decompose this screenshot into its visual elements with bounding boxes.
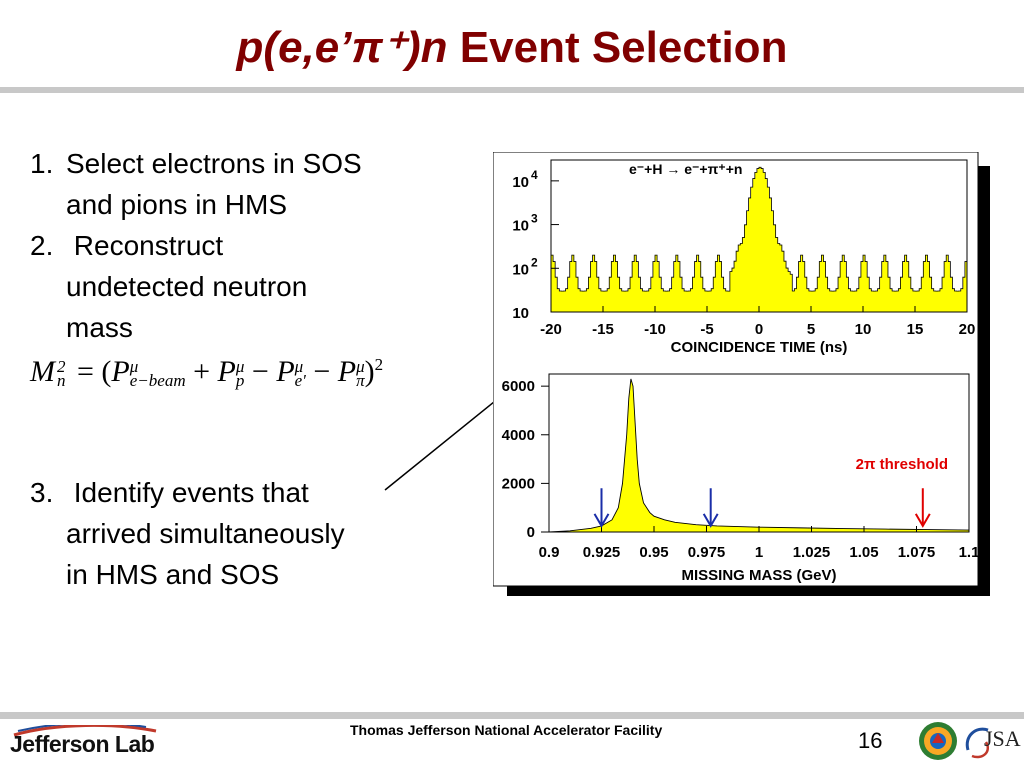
- step-2-text: Reconstruct undetected neutron mass: [66, 230, 308, 343]
- plot1-x-tick-label: -5: [700, 321, 713, 338]
- plot1-y-tick-exp: 4: [531, 168, 538, 182]
- plot2-x-tick-label: 1.1: [959, 544, 980, 561]
- slide-title: p(e,e’π⁺)n Event Selection: [0, 22, 1024, 73]
- plot2-x-tick-label: 0.9: [539, 544, 560, 561]
- plot2-x-axis-label: MISSING MASS (GeV): [681, 567, 836, 584]
- plot2-y-tick-label: 2000: [502, 475, 535, 492]
- plot1-x-axis-label: COINCIDENCE TIME (ns): [671, 339, 848, 356]
- marker-arrow-head: [914, 513, 931, 528]
- plot1-x-tick-label: 5: [807, 321, 815, 338]
- doe-seal-icon: [919, 722, 957, 760]
- jlab-wordmark: Jefferson Lab: [10, 731, 155, 757]
- plot2-x-tick-label: 0.95: [639, 544, 668, 561]
- page-number: 16: [858, 728, 883, 753]
- step-1-text: Select electrons in SOS and pions in HMS: [66, 148, 362, 220]
- threshold-label: 2π threshold: [856, 456, 948, 473]
- step-2-number: 2.: [30, 230, 54, 261]
- plot2-y-tick-label: 6000: [502, 378, 535, 395]
- plot1-y-tick-base: 10: [512, 218, 529, 235]
- step-1-number: 1.: [30, 148, 54, 179]
- marker-arrow-head: [702, 513, 719, 528]
- plot2-x-tick-label: 1: [755, 544, 763, 561]
- plot1-y-tick-base: 10: [512, 261, 529, 278]
- jsa-swirl-icon: [965, 727, 989, 759]
- plot1-x-tick-label: -15: [592, 321, 614, 338]
- missing-mass-plot: 0.9 0.925 0.95 0.975 1 1.025 1.05 1.075 1.1 0 2000…: [502, 373, 980, 584]
- jlab-swoosh-icon: [13, 725, 157, 737]
- plot2-x-tick-label: 0.975: [688, 544, 726, 561]
- plot1-x-tick-label: 20: [959, 321, 976, 338]
- title-reaction: p(e,e’π⁺)n: [236, 23, 448, 72]
- plot1-x-tick-label: -20: [540, 321, 562, 338]
- plot2-x-tick-label: 1.075: [898, 544, 936, 561]
- footer-institution: Thomas Jefferson National Accelerator Fa…: [350, 722, 663, 738]
- marker-arrow-head: [593, 513, 610, 528]
- jsa-wordmark: JSA: [984, 726, 1021, 751]
- plot2-y-tick-label: 0: [527, 524, 535, 541]
- title-text: Event Selection: [459, 23, 788, 72]
- plot1-reaction-label: e⁻+H → e⁻+π⁺+n: [629, 161, 742, 177]
- plot1-x-tick-label: 0: [755, 321, 763, 338]
- plot1-x-tick-label: 10: [855, 321, 872, 338]
- plot1-y-tick-base: 10: [512, 305, 529, 322]
- step-3-number: 3.: [30, 477, 54, 508]
- jefferson-lab-logo: Jefferson Lab: [6, 725, 166, 763]
- missing-mass-histogram: [548, 378, 970, 533]
- plot2-x-tick-label: 1.05: [849, 544, 878, 561]
- plot2-x-tick-label: 0.925: [583, 544, 621, 561]
- plot2-y-tick-label: 4000: [502, 427, 535, 444]
- plot1-y-tick-exp: 3: [531, 212, 538, 226]
- step-3-text: Identify events that arrived simultaneou…: [66, 477, 345, 590]
- bottom-divider: [0, 712, 1024, 719]
- plot1-y-tick-exp: 2: [531, 255, 538, 269]
- plot2-x-tick-label: 1.025: [793, 544, 831, 561]
- figure-panel: -20 -15 -10 -5 0 5 10 15 20 10 10 2 10 3 10 4 e⁻+H → e⁻+…: [492, 151, 990, 598]
- jsa-logo: JSA: [962, 722, 1022, 762]
- plot1-y-tick-base: 10: [512, 174, 529, 191]
- plot1-x-tick-label: 15: [907, 321, 924, 338]
- top-divider: [0, 87, 1024, 93]
- plot1-x-tick-label: -10: [644, 321, 666, 338]
- coincidence-histogram: [550, 166, 968, 313]
